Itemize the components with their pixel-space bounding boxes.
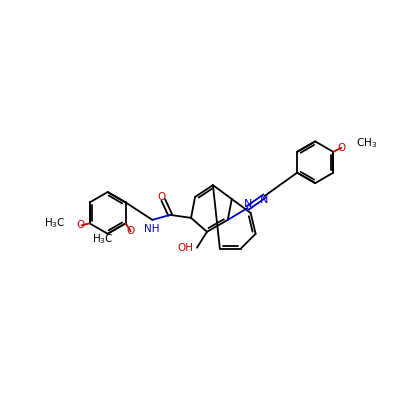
Text: O: O [76, 220, 85, 230]
Text: O: O [337, 143, 345, 153]
Text: NH: NH [144, 224, 159, 234]
Text: O: O [126, 226, 135, 236]
Text: H$_3$C: H$_3$C [92, 232, 114, 246]
Text: O: O [157, 192, 165, 202]
Text: OH: OH [177, 243, 193, 253]
Text: CH$_3$: CH$_3$ [356, 136, 377, 150]
Text: H$_3$C: H$_3$C [44, 216, 66, 230]
Text: N: N [260, 195, 269, 205]
Text: N: N [244, 199, 252, 209]
